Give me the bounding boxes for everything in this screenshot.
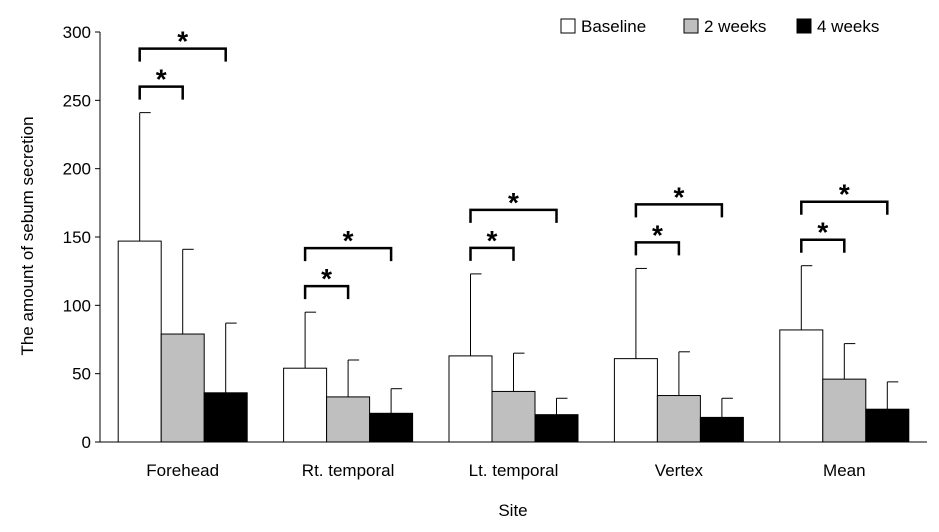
x-tick-label-vertex: Vertex [655, 461, 704, 480]
bar-vertex-4-weeks [699, 416, 744, 443]
y-tick-label: 150 [63, 228, 91, 247]
bracket-forehead-4-weeks [138, 47, 227, 62]
y-axis-ticks: 0 50 100 150 200 250 300 [63, 23, 100, 452]
x-tick-label-forehead: Forehead [146, 461, 219, 480]
y-tick-label: 300 [63, 23, 91, 42]
y-tick-label: 250 [63, 91, 91, 110]
significance-star: * [817, 217, 828, 248]
significance-star: * [652, 219, 663, 250]
error-bars [139, 112, 899, 418]
y-tick-label: 100 [63, 296, 91, 315]
x-tick-label-rt-temporal: Rt. temporal [302, 461, 395, 480]
bar-vertex-2-weeks [656, 395, 701, 443]
significance-brackets: * * * * * * * * * * [138, 26, 889, 300]
legend-label-4-weeks: 4 weeks [817, 17, 879, 36]
bracket-mean-4-weeks [800, 200, 889, 215]
significance-star: * [487, 225, 498, 256]
bar-rt-temporal-2-weeks [326, 396, 371, 443]
significance-star: * [177, 26, 188, 57]
significance-star: * [156, 64, 167, 95]
legend-label-baseline: Baseline [581, 17, 646, 36]
bracket-rt-temporal-2-weeks [303, 284, 350, 300]
bar-vertex-baseline [613, 358, 658, 443]
bar-forehead-4-weeks [203, 392, 248, 443]
bar-mean-4-weeks [865, 408, 910, 443]
bar-lt-temporal-4-weeks [534, 414, 579, 443]
significance-star: * [673, 181, 684, 212]
bracket-forehead-2-weeks [138, 85, 184, 100]
y-tick-label: 200 [63, 160, 91, 179]
bar-mean-2-weeks [822, 378, 867, 443]
legend-swatch-4-weeks [796, 18, 812, 34]
bracket-rt-temporal-4-weeks [303, 246, 393, 262]
bar-lt-temporal-2-weeks [491, 390, 536, 443]
legend: Baseline 2 weeks 4 weeks [560, 17, 879, 36]
bar-mean-baseline [779, 329, 824, 443]
bracket-vertex-2-weeks [634, 241, 681, 256]
bracket-vertex-4-weeks [634, 203, 724, 218]
significance-star: * [321, 263, 332, 294]
bar-forehead-baseline [117, 240, 162, 443]
legend-swatch-baseline [560, 18, 576, 34]
legend-label-2-weeks: 2 weeks [704, 17, 766, 36]
bars [117, 240, 910, 443]
x-tick-label-lt-temporal: Lt. temporal [469, 461, 559, 480]
x-axis-title: Site [498, 501, 527, 520]
significance-star: * [508, 187, 519, 218]
x-tick-label-mean: Mean [823, 461, 866, 480]
bracket-lt-temporal-2-weeks [469, 246, 515, 261]
y-axis-title: The amount of sebum secretion [18, 116, 37, 355]
y-tick-label: 50 [72, 365, 91, 384]
bracket-lt-temporal-4-weeks [469, 208, 558, 223]
legend-swatch-2-weeks [683, 18, 699, 34]
bar-rt-temporal-baseline [283, 367, 328, 443]
significance-star: * [839, 179, 850, 210]
y-tick-label: 0 [82, 433, 91, 452]
bar-rt-temporal-4-weeks [369, 412, 414, 443]
x-axis-tick-labels: Forehead Rt. temporal Lt. temporal Vertex Me… [146, 461, 865, 480]
bar-lt-temporal-baseline [448, 355, 493, 443]
bracket-mean-2-weeks [800, 238, 846, 253]
significance-star: * [343, 225, 354, 256]
bar-forehead-2-weeks [160, 333, 205, 443]
